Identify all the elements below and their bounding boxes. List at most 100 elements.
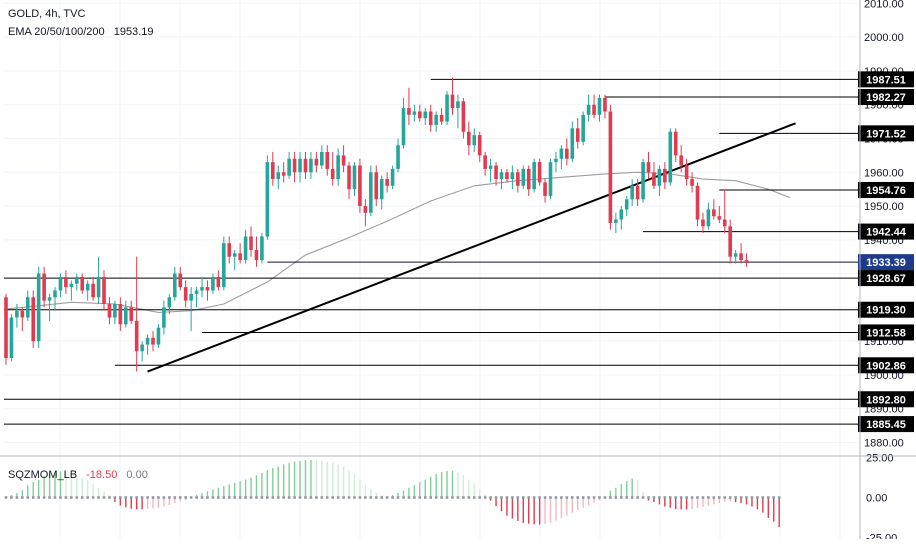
candle-body [575, 128, 580, 142]
oscillator-zero-dot [146, 496, 149, 499]
oscillator-zero-dot [227, 496, 231, 499]
level-label: 1982.27 [866, 92, 906, 104]
candle-body [369, 172, 373, 213]
oscillator-zero-dot [543, 496, 547, 499]
oscillator-zero-dot [331, 496, 334, 499]
candle-body [314, 158, 319, 166]
candle-body [456, 101, 460, 109]
oscillator-zero-dot [707, 496, 710, 499]
level-label: 1928.67 [866, 273, 906, 285]
oscillator-zero-dot [59, 496, 62, 499]
oscillator-zero-dot [276, 496, 280, 499]
candle-body [695, 185, 700, 220]
ema-value: 1953.19 [113, 26, 154, 38]
oscillator-zero-dot [374, 496, 378, 499]
oscillator-zero-dot [162, 496, 166, 499]
candle-body [428, 111, 433, 125]
candle-body [619, 209, 624, 220]
oscillator-zero-dot [217, 496, 220, 499]
oscillator-zero-dot [489, 496, 492, 499]
oscillator-zero-dot [293, 496, 296, 499]
oscillator-zero-dot [342, 496, 345, 499]
candle-body [477, 135, 482, 156]
oscillator-zero-dot [255, 496, 258, 499]
candle-body [330, 168, 335, 180]
oscillator-zero-dot [64, 496, 68, 499]
candle-body [526, 168, 531, 190]
candle-body [69, 283, 74, 288]
candle-body [243, 236, 248, 261]
oscillator-histogram [4, 459, 781, 528]
candle-body [9, 317, 14, 359]
oscillator-zero-dot [325, 496, 329, 499]
candle-body [189, 293, 193, 301]
oscillator-zero-dot [364, 496, 367, 499]
oscillator-axis-ticks: 25.00 0.00 -25.00 [866, 453, 897, 544]
oscillator-zero-dot [97, 496, 100, 499]
oscillator-zero-dot [614, 496, 618, 499]
trendline-path [147, 122, 796, 373]
oscillator-zero-dot [685, 496, 688, 499]
ema-legend: EMA 20/50/100/200 1953.19 [8, 26, 159, 38]
level-label-bg [858, 125, 914, 142]
oscillator-value: -18.50 [86, 469, 118, 481]
candle-body [543, 182, 547, 196]
oscillator-zero-dot [652, 496, 656, 499]
candle-body [91, 283, 95, 298]
candle-body [467, 131, 471, 146]
candle-body [96, 276, 101, 298]
oscillator-zero-dot [178, 496, 182, 499]
candle-body [74, 276, 79, 284]
oscillator-zero-dot [206, 496, 209, 499]
oscillator-zero-dot [380, 496, 384, 499]
candle-body [205, 287, 210, 291]
oscillator-zero-dot [609, 496, 612, 499]
oscillator-zero-dot [135, 496, 138, 499]
oscillator-zero-dot [10, 496, 13, 499]
oscillator-zero-dot [119, 496, 122, 499]
candle-body [597, 97, 602, 115]
oscillator-zero-dot [124, 496, 128, 499]
candle-body [396, 145, 400, 169]
oscillator-zero-dot [391, 496, 394, 499]
candle-body [673, 131, 678, 156]
oscillator-zero-dot [521, 496, 525, 499]
oscillator-zero-dot [761, 496, 765, 499]
candle-body [657, 168, 662, 186]
candle-body [418, 111, 422, 119]
oscillator-zero-dot [532, 496, 536, 499]
candle-body [706, 209, 711, 227]
candle-body [352, 165, 357, 190]
candle-body [178, 273, 183, 288]
candle-body [227, 243, 232, 257]
candle-body [684, 165, 689, 180]
oscillator-zero-dot [663, 496, 667, 499]
level-label-bg [858, 181, 914, 198]
candle-body [238, 253, 242, 261]
candle-body [42, 273, 46, 301]
oscillator-zero-dot [625, 496, 629, 499]
candle-body [374, 172, 379, 200]
candle-body [320, 152, 324, 166]
oscillator-zero-dot [140, 496, 144, 499]
candle-body [532, 162, 536, 190]
oscillator-zero-dot [603, 496, 607, 499]
oscillator-value2: 0.00 [126, 469, 148, 481]
candle-body [505, 172, 509, 180]
oscillator-zero-dot [576, 496, 580, 499]
candle-body [4, 297, 8, 359]
oscillator-zero-dot [244, 496, 247, 499]
candle-body [172, 273, 177, 298]
level-label-bg [858, 324, 914, 341]
candle-body [385, 179, 389, 186]
oscillator-zero-dot [434, 496, 438, 499]
candle-body [472, 135, 477, 146]
candle-body [20, 310, 25, 318]
horizontal-levels [4, 78, 858, 425]
level-label-bg [858, 254, 914, 271]
candle-body [461, 101, 466, 132]
oscillator-tick-label: 25.00 [866, 453, 894, 465]
trendline [147, 122, 796, 373]
ema-line-path [5, 171, 791, 313]
